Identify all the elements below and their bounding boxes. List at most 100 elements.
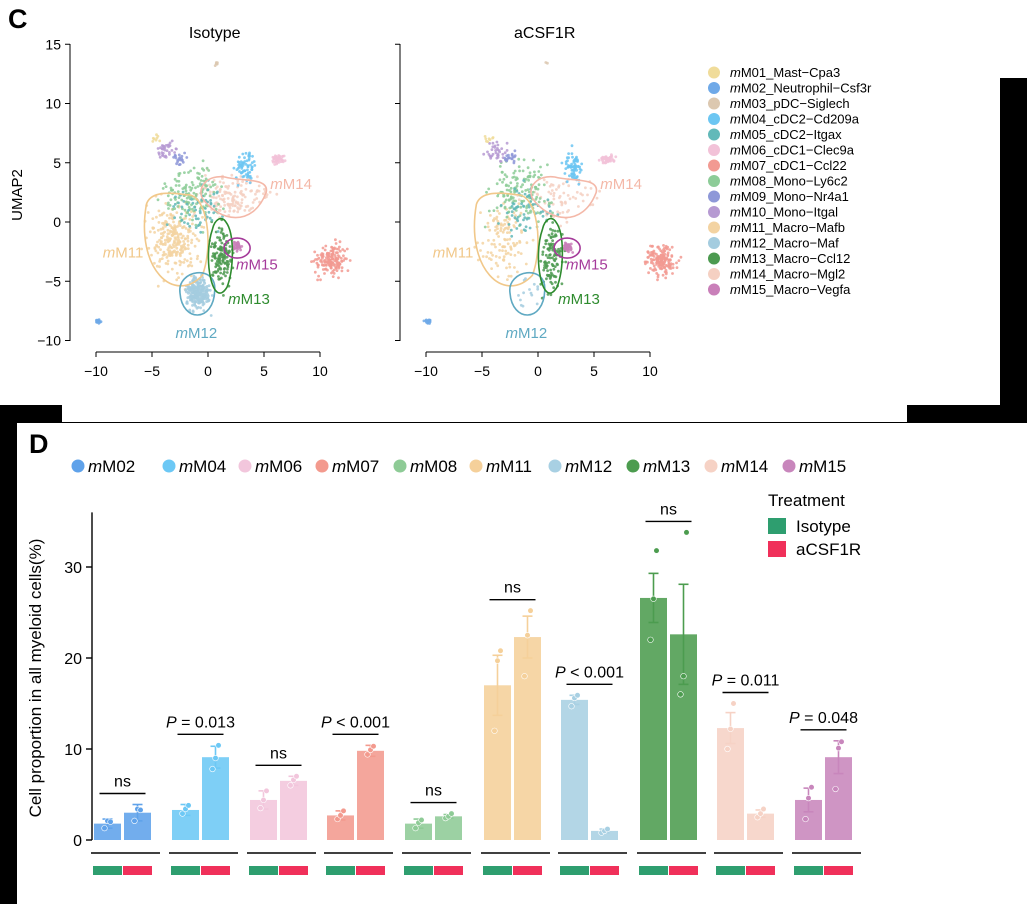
umap-point-M08 xyxy=(526,175,530,179)
umap-point-M10 xyxy=(161,153,164,157)
umap-point-M08 xyxy=(156,198,160,202)
umap-point-M10 xyxy=(175,147,178,151)
umap-point-M08 xyxy=(505,215,509,219)
umap-point-M08 xyxy=(503,200,507,204)
umap-point-M14 xyxy=(549,192,553,196)
umap-point-M14 xyxy=(555,188,558,191)
umap-point-M04 xyxy=(237,163,241,167)
data-point xyxy=(680,673,687,680)
umap-point-M08 xyxy=(532,175,535,179)
umap-point-M11 xyxy=(187,228,190,232)
umap-point-M04 xyxy=(570,172,574,176)
umap-point-M11 xyxy=(186,234,190,238)
umap-point-M05 xyxy=(541,214,545,218)
umap-point-M11 xyxy=(519,211,523,215)
umap-point-M14 xyxy=(241,193,245,197)
data-point xyxy=(448,810,455,817)
umap-point-M08 xyxy=(211,184,215,187)
treatment-legend-label: Isotype xyxy=(796,517,851,536)
umap-point-M04 xyxy=(564,162,568,166)
umap-cluster-label-mM15: mM15 xyxy=(566,256,608,273)
legend-entry-prefix: m xyxy=(730,205,741,220)
umap-point-M11 xyxy=(525,241,529,245)
umap-point-M11 xyxy=(158,238,162,242)
legend-entry-text: M14_Macro−Mgl2 xyxy=(741,267,845,282)
umap-point-M08 xyxy=(217,202,220,206)
umap-point-M11 xyxy=(199,260,203,264)
umap-point-M07 xyxy=(342,254,345,258)
legend-entry-prefix: m xyxy=(730,158,741,173)
umap-point-M05 xyxy=(531,203,535,206)
umap-point-M13 xyxy=(219,247,223,251)
umap-point-M11 xyxy=(506,227,510,231)
umap-point-M10 xyxy=(501,152,505,156)
significance-label: P < 0.001 xyxy=(321,714,390,731)
legend-entry-prefix: m xyxy=(730,282,741,297)
umap-point-M10 xyxy=(158,155,162,159)
umap-point-M07 xyxy=(664,276,668,280)
umap-point-M11 xyxy=(170,226,174,230)
umap-x-tick-label: 0 xyxy=(204,363,212,379)
umap-point-M11 xyxy=(162,253,166,257)
umap-point-M07 xyxy=(326,254,330,258)
umap-x-tick-label: 10 xyxy=(312,363,328,379)
umap-point-M14 xyxy=(253,198,256,202)
umap-point-M07 xyxy=(316,278,319,282)
legend-swatch xyxy=(708,175,720,187)
umap-point-M05 xyxy=(188,213,192,217)
umap-point-M10 xyxy=(168,151,171,154)
umap-point-M05 xyxy=(186,222,190,226)
bar-y-tick-label: 10 xyxy=(64,742,82,759)
umap-point-M11 xyxy=(161,227,165,231)
umap-point-M12 xyxy=(206,294,210,298)
umap-point-M05 xyxy=(185,202,189,206)
umap-point-M07 xyxy=(321,246,325,250)
umap-point-M11 xyxy=(160,257,164,260)
umap-point-M07 xyxy=(649,253,653,256)
umap-point-M14 xyxy=(228,206,232,210)
umap-point-M05 xyxy=(510,214,514,217)
umap-cluster-label-mM13: mM13 xyxy=(558,291,600,308)
treatment-strip xyxy=(746,866,775,875)
significance-p: P xyxy=(321,714,332,731)
umap-point-M11 xyxy=(186,247,190,251)
umap-point-M08 xyxy=(536,187,540,191)
umap-point-M13 xyxy=(555,262,559,266)
umap-point-M07 xyxy=(656,245,660,249)
umap-point-M11 xyxy=(178,240,182,244)
umap-point-M11 xyxy=(498,243,502,246)
umap-point-M11 xyxy=(162,250,166,254)
umap-point-M07 xyxy=(336,254,340,257)
significance-label: ns xyxy=(425,783,442,800)
cluster-legend-label-M15-prefix: m xyxy=(799,457,813,476)
umap-point-M05 xyxy=(510,210,514,214)
umap-point-M05 xyxy=(515,206,519,209)
umap-cluster-label-mM14: mM14 xyxy=(270,176,312,193)
umap-point-M07 xyxy=(327,261,331,265)
umap-cluster-label-mM11-text: M11 xyxy=(115,245,143,262)
umap-point-M05 xyxy=(205,215,209,219)
cluster-legend-label-M06-text: M06 xyxy=(269,457,302,476)
umap-point-M08 xyxy=(209,185,213,189)
umap-point-M08 xyxy=(496,194,500,198)
umap-point-M08 xyxy=(501,170,504,174)
umap-outline-mM15 xyxy=(553,237,581,259)
cluster-legend-label-M04: mM04 xyxy=(179,457,226,476)
umap-point-M10 xyxy=(162,144,165,148)
umap-point-M11 xyxy=(150,253,153,257)
umap-point-M13 xyxy=(544,253,548,257)
umap-point-M11 xyxy=(174,261,178,265)
umap-point-M15 xyxy=(569,246,573,250)
legend-entry: mM09_Mono−Nr4a1 xyxy=(730,189,849,204)
umap-point-M11 xyxy=(176,250,180,254)
umap-point-M08 xyxy=(191,207,194,211)
umap-point-M05 xyxy=(527,216,531,220)
umap-point-M11 xyxy=(508,265,512,269)
umap-point-M11 xyxy=(499,229,503,233)
umap-point-M11 xyxy=(193,244,197,248)
umap-point-M08 xyxy=(184,214,188,218)
data-point xyxy=(727,725,734,733)
umap-point-M10 xyxy=(168,141,172,145)
umap-point-M11 xyxy=(186,236,190,240)
umap-point-M09 xyxy=(180,154,184,158)
